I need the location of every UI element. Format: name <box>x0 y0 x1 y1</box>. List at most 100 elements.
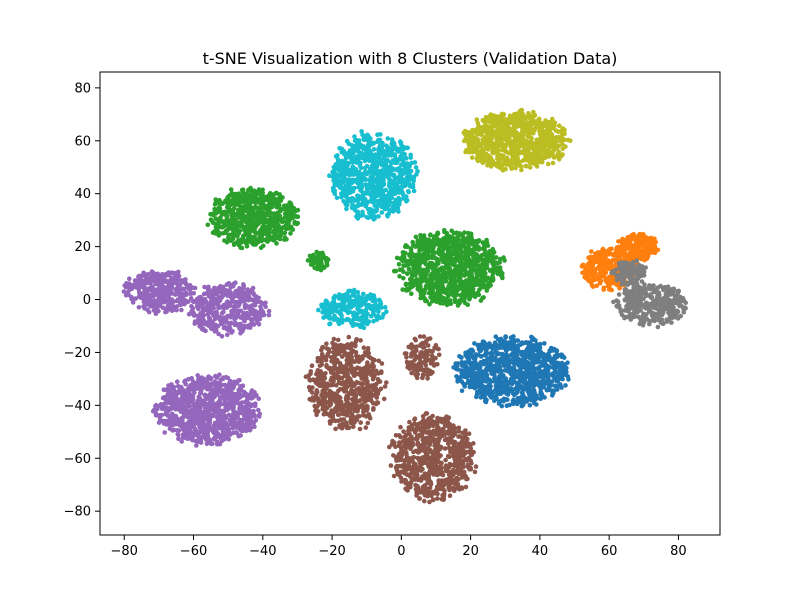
scatter-point <box>411 464 416 470</box>
scatter-point <box>468 277 474 283</box>
scatter-point <box>500 355 505 360</box>
scatter-point <box>536 379 542 385</box>
scatter-point <box>412 368 417 373</box>
scatter-point <box>447 284 452 289</box>
scatter-point <box>499 344 504 350</box>
scatter-point <box>476 390 482 395</box>
scatter-point <box>469 452 475 458</box>
scatter-point <box>601 287 606 292</box>
scatter-point <box>536 347 542 353</box>
scatter-point <box>522 357 527 363</box>
scatter-point <box>482 352 488 358</box>
scatter-point <box>395 470 401 475</box>
scatter-point <box>479 373 484 378</box>
scatter-point <box>501 359 507 364</box>
scatter-point <box>496 351 502 357</box>
scatter-point <box>468 458 474 464</box>
scatter-point <box>418 367 424 372</box>
scatter-point <box>323 385 329 391</box>
scatter-point <box>431 460 437 465</box>
scatter-point <box>499 403 505 409</box>
scatter-point <box>346 334 352 340</box>
scatter-point <box>144 288 149 293</box>
scatter-point <box>609 287 614 293</box>
scatter-point <box>423 436 429 441</box>
scatter-point <box>589 266 595 272</box>
scatter-point <box>473 239 479 244</box>
scatter-point <box>341 381 347 387</box>
scatter-point <box>511 356 516 361</box>
scatter-point <box>257 210 263 216</box>
scatter-point <box>310 385 315 390</box>
scatter-point <box>468 293 474 299</box>
scatter-point <box>598 251 604 257</box>
scatter-point <box>482 369 488 375</box>
scatter-point <box>417 265 422 271</box>
scatter-point <box>273 231 279 237</box>
scatter-point <box>608 279 613 284</box>
scatter-point <box>412 421 417 427</box>
scatter-point <box>160 280 165 286</box>
scatter-point <box>363 425 369 430</box>
scatter-point <box>551 364 556 370</box>
scatter-point <box>461 448 467 454</box>
scatter-point <box>369 384 374 390</box>
scatter-point <box>282 237 287 242</box>
scatter-point <box>182 286 187 292</box>
scatter-point <box>434 446 439 452</box>
scatter-point <box>549 379 555 384</box>
scatter-point <box>515 400 521 406</box>
scatter-point <box>468 465 474 471</box>
scatter-point <box>167 279 172 284</box>
scatter-point <box>491 369 496 375</box>
scatter-point <box>401 250 407 255</box>
scatter-point <box>549 372 554 377</box>
scatter-point <box>129 296 134 302</box>
scatter-point <box>228 187 234 192</box>
scatter-point <box>637 231 642 237</box>
scatter-point <box>365 360 370 365</box>
scatter-point <box>463 432 469 437</box>
scatter-point <box>400 287 406 292</box>
scatter-point <box>455 303 461 308</box>
scatter-point <box>493 349 499 355</box>
scatter-point <box>470 265 475 270</box>
scatter-point <box>454 475 459 481</box>
scatter-points-layer <box>121 107 688 505</box>
scatter-point <box>642 252 647 257</box>
scatter-point <box>350 397 355 402</box>
scatter-point <box>441 418 447 424</box>
scatter-point <box>418 351 423 356</box>
scatter-point <box>397 267 403 273</box>
scatter-point <box>334 350 340 356</box>
scatter-point <box>502 376 508 382</box>
scatter-point <box>493 396 499 402</box>
scatter-point <box>274 241 279 246</box>
scatter-point <box>530 347 535 353</box>
scatter-point <box>458 441 463 446</box>
scatter-point <box>546 353 552 359</box>
scatter-point <box>411 449 416 455</box>
scatter-point <box>473 278 478 284</box>
scatter-point <box>272 211 277 216</box>
scatter-point <box>164 287 170 292</box>
scatter-point <box>314 371 319 377</box>
scatter-point <box>447 265 453 271</box>
scatter-point <box>420 340 425 346</box>
scatter-point <box>477 362 482 367</box>
scatter-point <box>515 343 521 348</box>
scatter-point <box>365 420 371 426</box>
scatter-point <box>187 283 193 288</box>
scatter-point <box>457 434 463 439</box>
scatter-point <box>651 248 657 254</box>
scatter-point <box>435 276 441 281</box>
scatter-point <box>232 230 237 236</box>
scatter-point <box>437 464 442 470</box>
scatter-point <box>485 243 491 248</box>
scatter-point <box>447 299 452 305</box>
scatter-point <box>139 273 145 279</box>
scatter-point <box>354 337 359 342</box>
scatter-point <box>403 463 409 469</box>
scatter-point <box>478 395 484 400</box>
scatter-point <box>332 364 338 369</box>
